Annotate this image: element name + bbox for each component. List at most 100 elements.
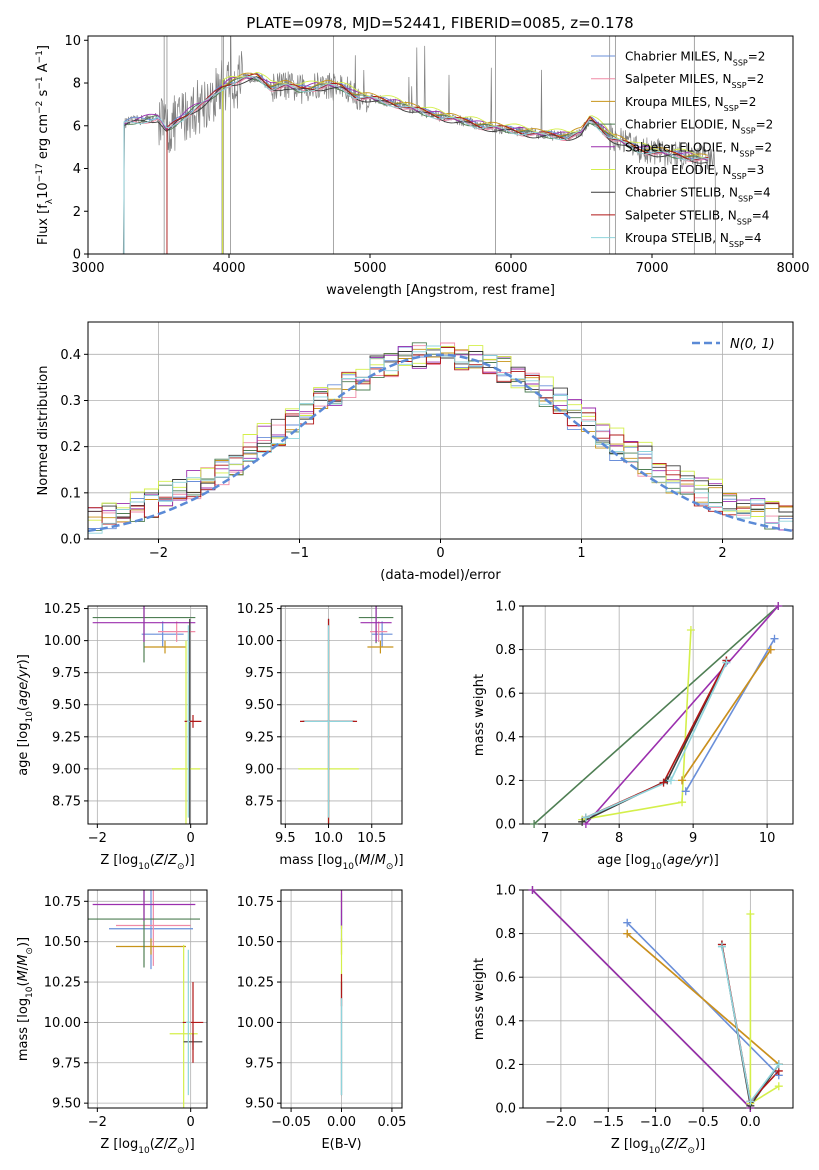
x-tick-label: 9.5 bbox=[275, 831, 296, 846]
errorbar-point bbox=[116, 938, 186, 955]
legend-label: Chabrier ELODIE, NSSP=2 bbox=[625, 118, 773, 136]
label-part: M bbox=[359, 853, 370, 868]
weight-line bbox=[585, 662, 728, 819]
x-tick-label: 6000 bbox=[494, 261, 527, 276]
weight-marker bbox=[746, 909, 755, 918]
y-tick-label: 0.6 bbox=[495, 971, 516, 986]
label-part: )] bbox=[16, 654, 31, 664]
legend-ssp: =2 bbox=[748, 50, 766, 64]
legend-sub: SSP bbox=[737, 217, 752, 226]
spectrum-model-chabrier-elodie bbox=[123, 77, 708, 254]
weight-line bbox=[582, 629, 692, 821]
y-tick-label: 10.00 bbox=[237, 1016, 274, 1031]
legend-ssp: =2 bbox=[739, 95, 757, 109]
weight-marker bbox=[774, 1082, 783, 1091]
x-tick-label: −1 bbox=[290, 546, 309, 561]
legend-label: Kroupa MILES, NSSP=2 bbox=[625, 95, 756, 113]
legend-ssp: =3 bbox=[747, 163, 765, 177]
legend-series-name: Salpeter ELODIE, N bbox=[625, 140, 739, 154]
y-tick-label: 1.0 bbox=[495, 600, 516, 615]
label-part: −1 bbox=[35, 76, 45, 89]
errorbar-point bbox=[370, 621, 388, 642]
label-part: M bbox=[375, 853, 386, 868]
errorbar-point bbox=[367, 640, 394, 654]
y-tick-label: 0.2 bbox=[495, 1058, 516, 1073]
label-part: mass [log bbox=[279, 853, 342, 868]
y-tick-label: 9.75 bbox=[245, 1056, 274, 1071]
x-tick-label: 8 bbox=[615, 831, 623, 846]
label-part: 10 bbox=[343, 862, 355, 872]
legend-label: Salpeter ELODIE, NSSP=2 bbox=[625, 140, 772, 158]
label-part: Z bbox=[154, 1137, 165, 1152]
legend-series-name: Chabrier MILES, N bbox=[625, 50, 733, 64]
x-tick-label: −0.5 bbox=[687, 1115, 719, 1130]
label-part: ⊙ bbox=[177, 1146, 185, 1156]
weight-marker bbox=[659, 778, 668, 787]
label-part: −2 bbox=[35, 101, 45, 114]
legend-label: Kroupa ELODIE, NSSP=3 bbox=[625, 163, 764, 181]
weight-line bbox=[685, 638, 776, 792]
label-part: ( bbox=[150, 1137, 155, 1152]
label-part: 10 bbox=[138, 862, 150, 872]
errorbar-point bbox=[182, 982, 204, 1063]
label-part: )] bbox=[709, 853, 719, 868]
y-tick-label: 8.75 bbox=[245, 794, 274, 809]
x-tick-label: 4000 bbox=[212, 261, 245, 276]
normal-curve bbox=[88, 353, 793, 533]
legend-label: Chabrier MILES, NSSP=2 bbox=[625, 50, 765, 68]
spectrum-model-chabrier-stelib bbox=[123, 76, 708, 254]
x-tick-label: 9 bbox=[689, 831, 697, 846]
y-tick-label: 10.00 bbox=[44, 1016, 81, 1031]
label-part: ( bbox=[16, 981, 31, 986]
label-part: / bbox=[164, 853, 169, 868]
y-tick-label: 8 bbox=[73, 77, 81, 92]
y-tick-label: 0.3 bbox=[60, 394, 81, 409]
label-part: age/yr bbox=[667, 853, 710, 868]
label-part: 10 bbox=[649, 1146, 661, 1156]
x-tick-label: 7000 bbox=[635, 261, 668, 276]
weight-marker bbox=[623, 929, 632, 938]
x-tick-label: −2 bbox=[88, 831, 107, 846]
x-tick-label: 0 bbox=[187, 831, 195, 846]
y-tick-label: 0.4 bbox=[495, 1014, 516, 1029]
weight_vs_age-ylabel: mass weight bbox=[472, 674, 487, 756]
y-tick-label: 0.0 bbox=[60, 533, 81, 548]
age_vs_Z-ylabel: age [log10(age/yr)] bbox=[16, 654, 35, 776]
label-part: Z [log bbox=[611, 1137, 649, 1152]
x-tick-label: −2 bbox=[88, 1115, 107, 1130]
errorbar-point bbox=[360, 606, 392, 642]
label-part: M bbox=[16, 955, 31, 966]
label-part: Z bbox=[167, 1137, 178, 1152]
spectrum-model-kroupa-stelib bbox=[123, 76, 708, 254]
legend-sub: SSP bbox=[741, 126, 756, 135]
axes-frame bbox=[522, 605, 794, 825]
label-part: E(B-V) bbox=[321, 1137, 361, 1152]
y-tick-label: 0.8 bbox=[495, 643, 516, 658]
weight-marker bbox=[678, 798, 687, 807]
axes-age_vs_mass: 9.5 10.0 10.5 8.75 9.00 9.25 9.50 9.75 10.00 10.2… bbox=[237, 602, 404, 872]
axes-mass_vs_ebv: −0.05 0.00 0.05 9.50 9.75 10.00 10.25 10.50 10.7… bbox=[237, 889, 406, 1152]
label-part: −17 bbox=[35, 163, 45, 182]
errorbar-point bbox=[304, 625, 353, 818]
y-tick-label: 10 bbox=[64, 34, 81, 49]
legend-ssp: =4 bbox=[753, 186, 771, 200]
weight-marker bbox=[528, 886, 537, 894]
errorbar-point bbox=[116, 890, 191, 966]
y-tick-label: 9.75 bbox=[52, 666, 81, 681]
weight-marker bbox=[623, 918, 632, 927]
y-tick-label: 10.00 bbox=[44, 634, 81, 649]
axes-frame bbox=[522, 889, 794, 1109]
x-tick-label: 8000 bbox=[776, 261, 809, 276]
plot-area bbox=[122, 36, 716, 254]
y-tick-label: 9.00 bbox=[245, 762, 274, 777]
label-part: 10 bbox=[138, 1146, 150, 1156]
label-part: age/yr bbox=[16, 663, 31, 706]
label-part: ⊙ bbox=[386, 862, 394, 872]
y-tick-label: 10.75 bbox=[44, 895, 81, 910]
legend-label: Chabrier STELIB, NSSP=4 bbox=[625, 186, 771, 204]
errorbar-point bbox=[92, 606, 196, 642]
plot-area bbox=[88, 890, 204, 1108]
normal-legend-label: N(0, 1) bbox=[730, 337, 775, 352]
weight_vs_Z-xlabel: Z [log10(Z/Z⊙)] bbox=[611, 1137, 705, 1156]
spectrum-xlabel: wavelength [Angstrom, rest frame] bbox=[326, 283, 555, 298]
